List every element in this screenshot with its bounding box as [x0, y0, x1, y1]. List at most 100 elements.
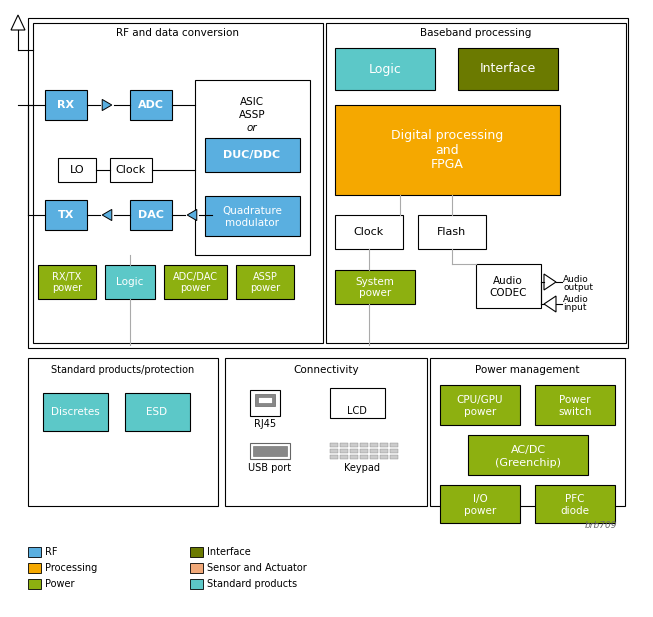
- Text: Digital processing: Digital processing: [391, 128, 503, 141]
- Text: Baseband processing: Baseband processing: [421, 28, 532, 38]
- Bar: [335, 105, 560, 195]
- Text: power: power: [464, 407, 496, 417]
- Text: Quadrature: Quadrature: [222, 206, 282, 216]
- Text: brb709: brb709: [584, 521, 617, 531]
- Text: switch: switch: [558, 407, 592, 417]
- Text: input: input: [563, 304, 586, 312]
- Bar: [43, 393, 108, 431]
- Bar: [335, 270, 415, 304]
- Text: DAC: DAC: [138, 210, 164, 220]
- Bar: [225, 358, 427, 506]
- Text: Power management: Power management: [475, 365, 579, 375]
- Bar: [340, 455, 348, 459]
- Bar: [258, 397, 272, 403]
- Text: PFC: PFC: [565, 494, 584, 504]
- Text: Connectivity: Connectivity: [293, 365, 358, 375]
- Bar: [28, 547, 41, 557]
- Bar: [45, 200, 87, 230]
- Bar: [370, 443, 378, 447]
- Bar: [335, 48, 435, 90]
- Text: CODEC: CODEC: [489, 288, 527, 298]
- Bar: [130, 90, 172, 120]
- Text: RF and data conversion: RF and data conversion: [116, 28, 240, 38]
- Polygon shape: [187, 209, 197, 221]
- Bar: [458, 48, 558, 90]
- Bar: [360, 455, 368, 459]
- Text: power: power: [52, 283, 82, 293]
- Bar: [190, 563, 203, 573]
- Bar: [370, 449, 378, 453]
- Bar: [236, 265, 294, 299]
- Bar: [340, 443, 348, 447]
- Text: and: and: [435, 144, 459, 157]
- Bar: [390, 443, 398, 447]
- Text: Processing: Processing: [45, 563, 97, 573]
- Bar: [253, 446, 287, 456]
- Bar: [360, 449, 368, 453]
- Bar: [370, 455, 378, 459]
- Text: power: power: [464, 506, 496, 516]
- Text: ADC/DAC: ADC/DAC: [172, 272, 217, 282]
- Bar: [350, 449, 358, 453]
- Bar: [330, 443, 338, 447]
- Text: power: power: [180, 283, 210, 293]
- Text: Interface: Interface: [207, 547, 251, 557]
- Bar: [350, 455, 358, 459]
- Bar: [110, 158, 152, 182]
- Bar: [335, 215, 403, 249]
- Text: FPGA: FPGA: [430, 159, 464, 172]
- Bar: [340, 449, 348, 453]
- Text: LO: LO: [70, 165, 84, 175]
- Bar: [38, 265, 96, 299]
- Bar: [430, 358, 625, 506]
- Text: RF: RF: [45, 547, 57, 557]
- Bar: [205, 138, 300, 172]
- Bar: [535, 385, 615, 425]
- Text: Logic: Logic: [116, 277, 144, 287]
- Polygon shape: [103, 209, 112, 221]
- Text: Keypad: Keypad: [344, 463, 380, 473]
- Bar: [535, 485, 615, 523]
- Text: diode: diode: [560, 506, 590, 516]
- Bar: [205, 196, 300, 236]
- Text: Flash: Flash: [438, 227, 467, 237]
- Text: DUC/DDC: DUC/DDC: [223, 150, 281, 160]
- Text: ADC: ADC: [138, 100, 164, 110]
- Bar: [195, 80, 310, 255]
- Bar: [440, 385, 520, 425]
- Bar: [125, 393, 190, 431]
- Text: USB port: USB port: [248, 463, 291, 473]
- Bar: [390, 455, 398, 459]
- Text: I/O: I/O: [473, 494, 487, 504]
- Bar: [28, 579, 41, 589]
- Bar: [164, 265, 227, 299]
- Text: Audio: Audio: [493, 276, 523, 286]
- Bar: [190, 579, 203, 589]
- Polygon shape: [103, 99, 112, 110]
- Text: ASSP: ASSP: [239, 110, 265, 120]
- Text: Sensor and Actuator: Sensor and Actuator: [207, 563, 307, 573]
- Text: Audio: Audio: [563, 294, 589, 304]
- Text: Clock: Clock: [354, 227, 384, 237]
- Text: System: System: [356, 277, 394, 287]
- Text: ASSP: ASSP: [253, 272, 278, 282]
- Bar: [380, 449, 388, 453]
- Bar: [45, 90, 87, 120]
- Text: CPU/GPU: CPU/GPU: [456, 395, 503, 405]
- Bar: [350, 443, 358, 447]
- Text: ASIC: ASIC: [240, 97, 264, 107]
- Bar: [476, 264, 541, 308]
- Text: (Greenchip): (Greenchip): [495, 458, 561, 468]
- Text: modulator: modulator: [225, 218, 279, 228]
- Text: Standard products: Standard products: [207, 579, 297, 589]
- Text: Discretes: Discretes: [51, 407, 99, 417]
- Bar: [28, 358, 218, 506]
- Text: power: power: [359, 288, 391, 298]
- Bar: [468, 435, 588, 475]
- Bar: [190, 547, 203, 557]
- Bar: [330, 455, 338, 459]
- Bar: [250, 443, 290, 459]
- Text: Audio: Audio: [563, 275, 589, 283]
- Text: output: output: [563, 283, 593, 292]
- Text: Logic: Logic: [368, 62, 402, 75]
